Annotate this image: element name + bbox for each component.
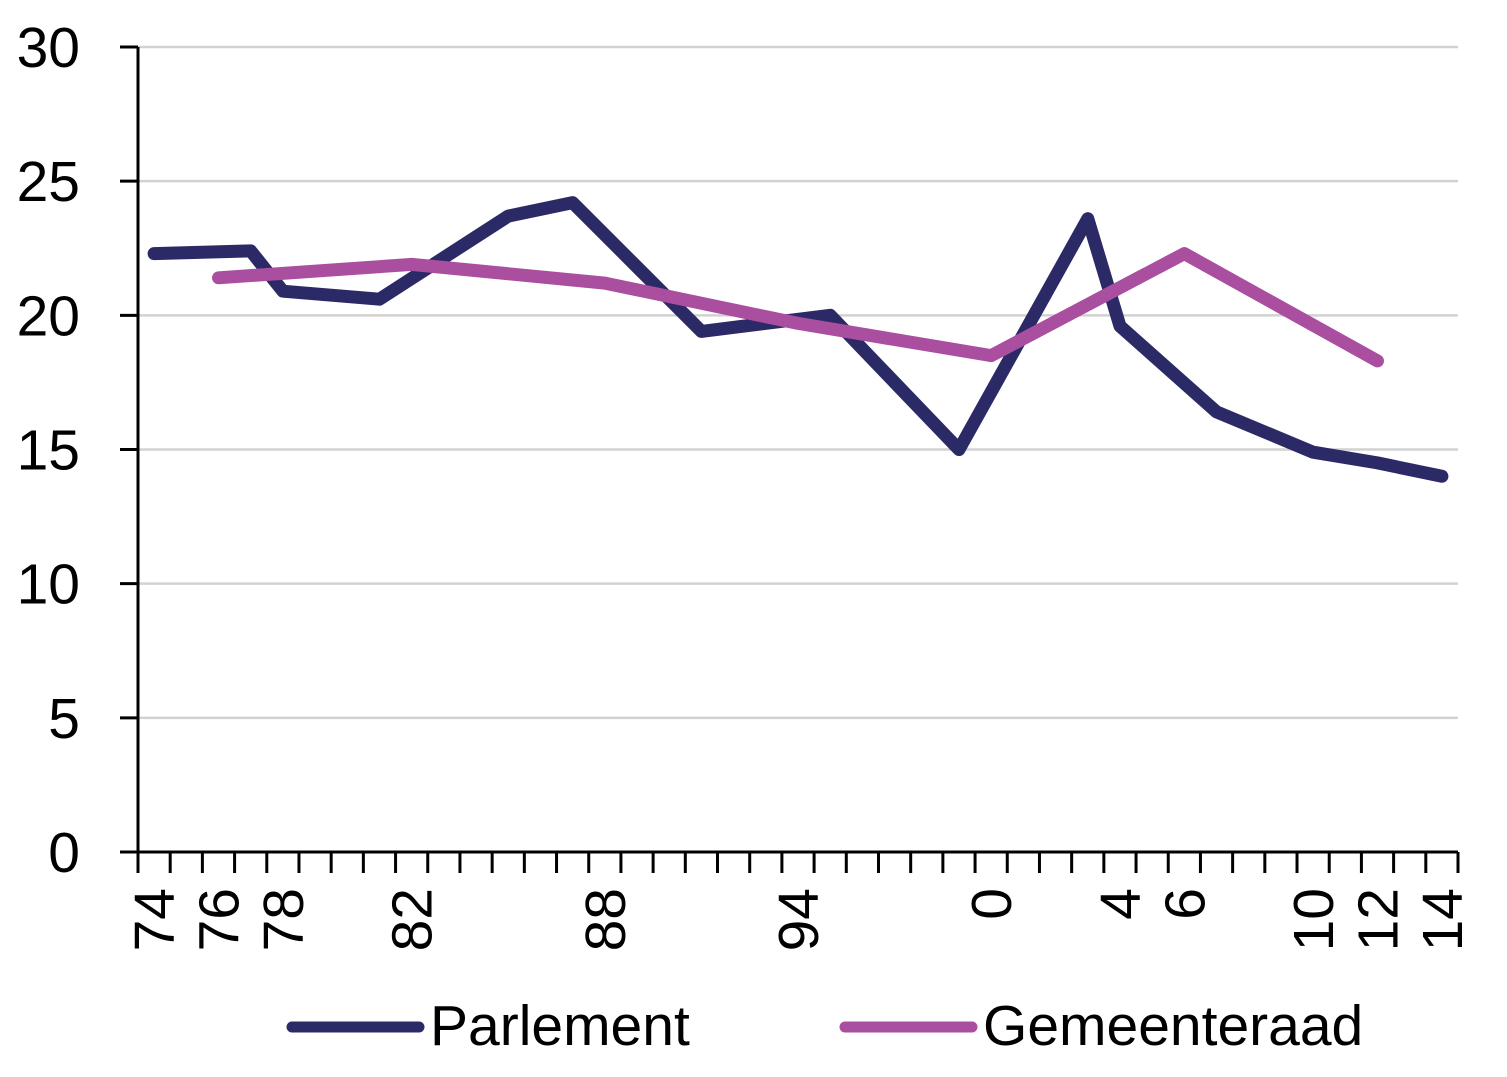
y-tick-label: 5 (48, 687, 80, 751)
x-tick-label: 4 (1089, 888, 1153, 920)
legend-label-parlement: Parlement (430, 994, 690, 1058)
y-tick-label: 25 (17, 150, 80, 214)
x-tick-label: 12 (1347, 888, 1411, 951)
y-tick-label: 0 (48, 821, 80, 885)
x-tick-label: 14 (1411, 888, 1475, 951)
x-tick-label: 74 (123, 888, 187, 951)
x-tick-label: 88 (574, 888, 638, 951)
x-tick-label: 82 (381, 888, 445, 951)
x-tick-label: 6 (1153, 888, 1217, 920)
x-axis-tick-labels: 74 76 78 82 88 94 0 4 6 10 12 14 (123, 888, 1475, 951)
y-axis-ticks (120, 45, 138, 854)
y-tick-label: 10 (17, 553, 80, 617)
y-axis-tick-labels: 0 5 10 15 20 25 30 (17, 16, 80, 885)
y-tick-label: 15 (17, 419, 80, 483)
legend: Parlement Gemeenteraad (286, 994, 1363, 1058)
series-line-gemeenteraad (212, 247, 1384, 368)
series-line-parlement (147, 196, 1449, 483)
gridlines (138, 45, 1458, 720)
y-tick-label: 30 (17, 16, 80, 80)
y-tick-label: 20 (17, 284, 80, 348)
x-tick-label: 78 (252, 888, 316, 951)
x-tick-label: 94 (767, 888, 831, 951)
x-axis-ticks (136, 852, 1460, 873)
x-tick-label: 0 (960, 888, 1024, 920)
series-lines (147, 196, 1449, 483)
legend-label-gemeenteraad: Gemeenteraad (983, 994, 1363, 1058)
x-tick-label: 76 (187, 888, 251, 951)
x-tick-label: 10 (1282, 888, 1346, 951)
